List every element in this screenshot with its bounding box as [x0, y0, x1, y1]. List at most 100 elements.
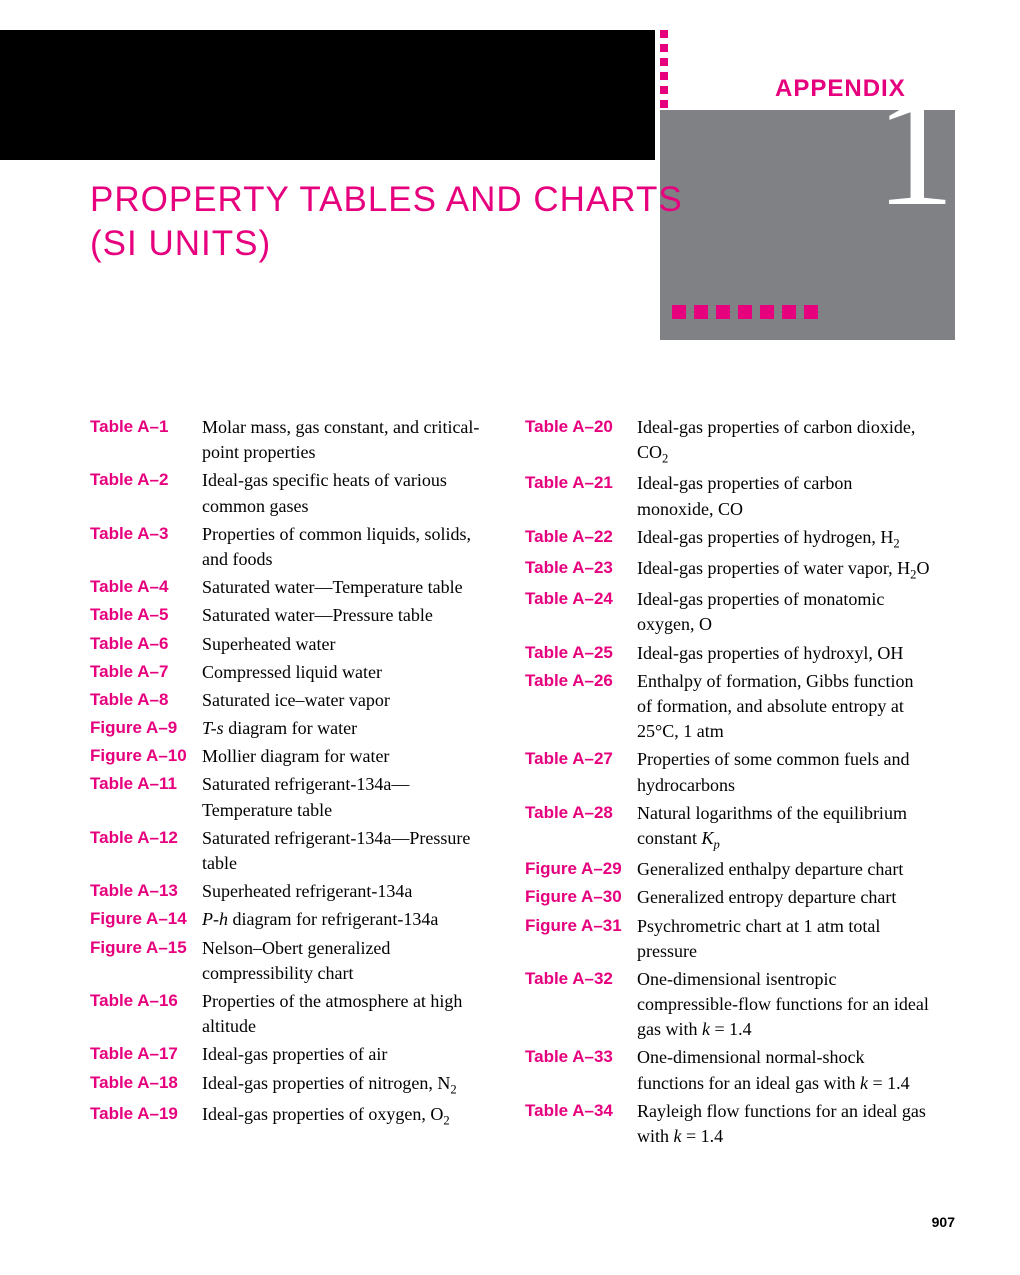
toc-entry: Table A–7Compressed liquid water: [90, 660, 495, 685]
toc-entry-description: Natural logarithms of the equilibrium co…: [637, 801, 930, 854]
toc-entry-description: Ideal-gas properties of carbon monoxide,…: [637, 471, 930, 521]
toc-entry: Table A–23Ideal-gas properties of water …: [525, 556, 930, 584]
toc-entry-label: Table A–2: [90, 468, 202, 492]
toc-entry: Table A–32One-dimensional isentropic com…: [525, 967, 930, 1043]
toc-column-left: Table A–1Molar mass, gas constant, and c…: [90, 415, 495, 1152]
toc-entry: Table A–4Saturated water—Temperature tab…: [90, 575, 495, 600]
toc-entry-label: Table A–21: [525, 471, 637, 495]
toc-entry-label: Table A–1: [90, 415, 202, 439]
header-black-bar: [0, 30, 655, 160]
toc-entry: Table A–16Properties of the atmosphere a…: [90, 989, 495, 1039]
toc-entry-description: Generalized enthalpy departure chart: [637, 857, 930, 882]
toc-entry: Table A–28Natural logarithms of the equi…: [525, 801, 930, 854]
toc-entry-label: Figure A–15: [90, 936, 202, 960]
toc-entry-description: Saturated refrigerant-134a—Pressure tabl…: [202, 826, 495, 876]
toc-entry: Figure A–29Generalized enthalpy departur…: [525, 857, 930, 882]
toc-entry-description: Saturated refrigerant-134a—Temperature t…: [202, 772, 495, 822]
toc-entry-description: Superheated water: [202, 632, 495, 657]
toc-entry-description: Ideal-gas properties of hydroxyl, OH: [637, 641, 930, 666]
toc-entry-label: Table A–20: [525, 415, 637, 439]
toc-entry-label: Table A–33: [525, 1045, 637, 1069]
toc-entry-label: Table A–6: [90, 632, 202, 656]
toc-entry-description: Ideal-gas specific heats of various comm…: [202, 468, 495, 518]
toc-entry: Table A–2Ideal-gas specific heats of var…: [90, 468, 495, 518]
title-line-1: PROPERTY TABLES AND CHARTS: [90, 180, 683, 219]
vertical-dots: [660, 30, 668, 108]
toc-entry-label: Figure A–9: [90, 716, 202, 740]
toc-entry-label: Table A–26: [525, 669, 637, 693]
toc-entry-description: One-dimensional normal-shock functions f…: [637, 1045, 930, 1095]
toc-entry-description: Ideal-gas properties of water vapor, H2O: [637, 556, 930, 584]
toc-entry-label: Table A–25: [525, 641, 637, 665]
toc-entry-description: Ideal-gas properties of carbon dioxide, …: [637, 415, 930, 468]
table-of-contents: Table A–1Molar mass, gas constant, and c…: [90, 415, 930, 1152]
toc-entry-description: Properties of some common fuels and hydr…: [637, 747, 930, 797]
toc-entry-label: Figure A–30: [525, 885, 637, 909]
toc-entry-description: One-dimensional isentropic compressible-…: [637, 967, 930, 1043]
toc-entry: Table A–3Properties of common liquids, s…: [90, 522, 495, 572]
toc-entry-description: Molar mass, gas constant, and critical-p…: [202, 415, 495, 465]
toc-entry-label: Figure A–10: [90, 744, 202, 768]
toc-entry-label: Table A–34: [525, 1099, 637, 1123]
toc-entry: Figure A–10Mollier diagram for water: [90, 744, 495, 769]
toc-entry: Table A–20Ideal-gas properties of carbon…: [525, 415, 930, 468]
toc-entry-description: Superheated refrigerant-134a: [202, 879, 495, 904]
toc-entry: Table A–1Molar mass, gas constant, and c…: [90, 415, 495, 465]
toc-entry-label: Table A–11: [90, 772, 202, 796]
toc-entry: Table A–22Ideal-gas properties of hydrog…: [525, 525, 930, 553]
toc-entry: Table A–5Saturated water—Pressure table: [90, 603, 495, 628]
toc-entry-description: Saturated water—Pressure table: [202, 603, 495, 628]
toc-entry-description: Ideal-gas properties of hydrogen, H2: [637, 525, 930, 553]
toc-entry-label: Table A–27: [525, 747, 637, 771]
toc-entry: Table A–25Ideal-gas properties of hydrox…: [525, 641, 930, 666]
toc-entry-label: Figure A–29: [525, 857, 637, 881]
toc-column-right: Table A–20Ideal-gas properties of carbon…: [525, 415, 930, 1152]
toc-entry-description: Psychrometric chart at 1 atm total press…: [637, 914, 930, 964]
toc-entry-label: Table A–12: [90, 826, 202, 850]
toc-entry-description: T-s diagram for water: [202, 716, 495, 741]
toc-entry: Table A–11Saturated refrigerant-134a—Tem…: [90, 772, 495, 822]
toc-entry-description: Properties of common liquids, solids, an…: [202, 522, 495, 572]
toc-entry: Figure A–9T-s diagram for water: [90, 716, 495, 741]
toc-entry: Table A–18Ideal-gas properties of nitrog…: [90, 1071, 495, 1099]
toc-entry: Table A–13Superheated refrigerant-134a: [90, 879, 495, 904]
horizontal-dots: [672, 305, 818, 319]
toc-entry-label: Table A–5: [90, 603, 202, 627]
title-line-2: (SI UNITS): [90, 224, 271, 263]
toc-entry-description: Ideal-gas properties of oxygen, O2: [202, 1102, 495, 1130]
toc-entry: Figure A–31Psychrometric chart at 1 atm …: [525, 914, 930, 964]
toc-entry-description: Rayleigh flow functions for an ideal gas…: [637, 1099, 930, 1149]
page-title: PROPERTY TABLES AND CHARTS (SI UNITS): [90, 178, 683, 266]
toc-entry-label: Table A–8: [90, 688, 202, 712]
toc-entry-description: Compressed liquid water: [202, 660, 495, 685]
toc-entry: Figure A–15Nelson–Obert generalized comp…: [90, 936, 495, 986]
toc-entry: Table A–26Enthalpy of formation, Gibbs f…: [525, 669, 930, 745]
toc-entry: Table A–33One-dimensional normal-shock f…: [525, 1045, 930, 1095]
toc-entry-label: Table A–4: [90, 575, 202, 599]
toc-entry-label: Figure A–14: [90, 907, 202, 931]
toc-entry-label: Table A–24: [525, 587, 637, 611]
toc-entry-description: Nelson–Obert generalized compressibility…: [202, 936, 495, 986]
toc-entry-label: Table A–13: [90, 879, 202, 903]
toc-entry-label: Table A–22: [525, 525, 637, 549]
toc-entry: Figure A–14P-h diagram for refrigerant-1…: [90, 907, 495, 932]
toc-entry: Figure A–30Generalized entropy departure…: [525, 885, 930, 910]
toc-entry-label: Table A–23: [525, 556, 637, 580]
toc-entry: Table A–12Saturated refrigerant-134a—Pre…: [90, 826, 495, 876]
toc-entry: Table A–17Ideal-gas properties of air: [90, 1042, 495, 1067]
toc-entry: Table A–8Saturated ice–water vapor: [90, 688, 495, 713]
toc-entry: Table A–21Ideal-gas properties of carbon…: [525, 471, 930, 521]
toc-entry-label: Table A–3: [90, 522, 202, 546]
toc-entry-description: Ideal-gas properties of air: [202, 1042, 495, 1067]
toc-entry-label: Table A–28: [525, 801, 637, 825]
toc-entry: Table A–27Properties of some common fuel…: [525, 747, 930, 797]
page-number: 907: [932, 1214, 955, 1230]
toc-entry-label: Table A–16: [90, 989, 202, 1013]
toc-entry-description: Mollier diagram for water: [202, 744, 495, 769]
toc-entry: Table A–19Ideal-gas properties of oxygen…: [90, 1102, 495, 1130]
toc-entry-label: Table A–32: [525, 967, 637, 991]
toc-entry: Table A–6Superheated water: [90, 632, 495, 657]
toc-entry-description: Properties of the atmosphere at high alt…: [202, 989, 495, 1039]
toc-entry-description: Ideal-gas properties of monatomic oxygen…: [637, 587, 930, 637]
appendix-number: 1: [875, 70, 955, 230]
